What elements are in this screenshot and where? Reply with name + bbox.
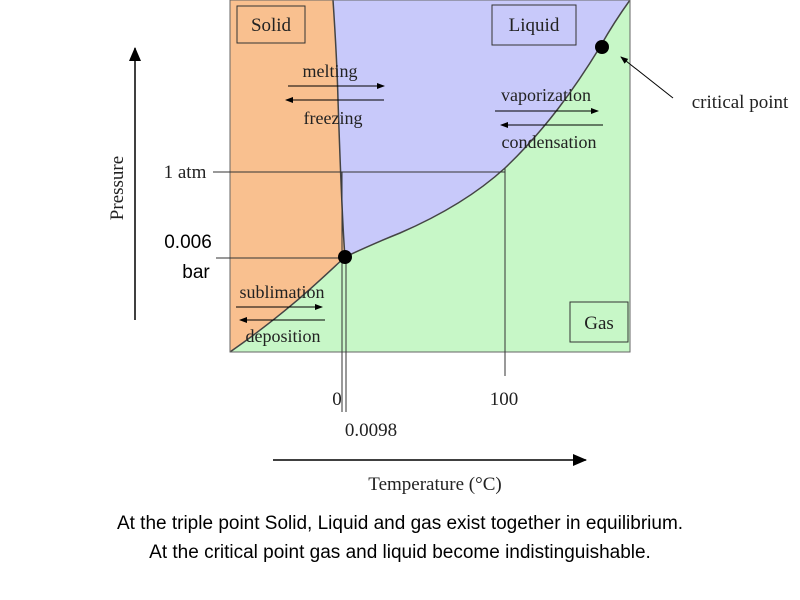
sublimation-label: sublimation <box>240 282 325 302</box>
liquid-label-box <box>491 4 577 46</box>
melting-label: melting <box>303 61 358 81</box>
zero-tick-label: 0 <box>332 389 342 410</box>
gas-label: Gas <box>584 313 614 334</box>
gas-label-box <box>569 301 629 343</box>
critical-point-marker <box>595 40 609 54</box>
condensation-label: condensation <box>502 132 597 152</box>
triple-temp-tick-label: 0.0098 <box>345 420 397 441</box>
liquid-region <box>333 0 630 257</box>
one-atm-tick-label: 1 atm <box>164 162 207 183</box>
caption-line-1: At the triple point Solid, Liquid and ga… <box>116 513 684 534</box>
solid-label-box <box>236 5 306 44</box>
temperature-axis-label: Temperature (°C) <box>368 474 501 495</box>
triple-point-marker <box>338 250 352 264</box>
solid-region <box>230 0 345 352</box>
triple-pressure-unit-label: bar <box>182 262 210 283</box>
vaporization-label: vaporization <box>501 85 591 105</box>
caption-line-2: At the critical point gas and liquid bec… <box>149 542 651 563</box>
hundred-tick-label: 100 <box>490 389 519 410</box>
diagram-frame <box>229 0 631 353</box>
deposition-label: deposition <box>246 326 321 346</box>
solid-label: Solid <box>251 15 292 36</box>
liquid-label: Liquid <box>509 15 560 36</box>
critical-point-label: critical point <box>692 92 789 113</box>
triple-pressure-tick-label: 0.006 <box>164 232 212 253</box>
sublimation-curve <box>229 256 346 353</box>
pressure-axis-label: Pressure <box>107 156 128 220</box>
critical-point-pointer <box>620 56 674 99</box>
freezing-label: freezing <box>304 108 363 128</box>
